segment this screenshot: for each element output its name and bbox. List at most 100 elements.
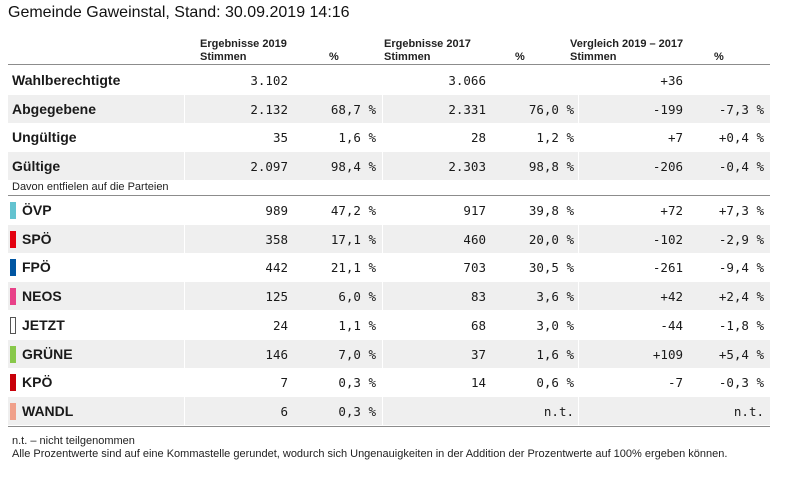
footnote-nt: n.t. – nicht teilgenommen xyxy=(12,435,135,447)
column-separator xyxy=(184,339,185,368)
column-separator xyxy=(578,94,579,123)
summary-row: Abgegebene 2.132 68,7 % 2.331 76,0 % -199 -7,3… xyxy=(8,94,770,123)
column-separator xyxy=(578,282,579,311)
votes-2017: 460 xyxy=(463,231,486,247)
votes-diff: +42 xyxy=(660,289,683,305)
votes-2017: 28 xyxy=(470,130,486,145)
header-divider xyxy=(8,64,770,65)
votes-2017: 2.303 xyxy=(448,158,486,174)
header-results-2019: Ergebnisse 2019 Stimmen xyxy=(200,38,287,64)
column-separator xyxy=(578,310,579,339)
pct-diff: -2,9 % xyxy=(718,231,764,247)
votes-2019: 2.097 xyxy=(250,158,288,174)
votes-2017: 37 xyxy=(470,346,486,362)
header-results-2017: Ergebnisse 2017 Stimmen xyxy=(384,38,471,64)
party-name: NEOS xyxy=(22,288,62,305)
pct-2017: 20,0 % xyxy=(528,231,574,247)
pct-2019: 6,0 % xyxy=(338,289,376,305)
pct-diff: +5,4 % xyxy=(718,346,764,362)
party-row: WANDL 6 0,3 % n.t. n.t. xyxy=(8,396,770,425)
pct-2017: 1,6 % xyxy=(536,346,574,362)
votes-2019: 358 xyxy=(265,231,288,247)
pct-2017: 0,6 % xyxy=(536,375,574,391)
pct-2017: 1,2 % xyxy=(536,130,574,145)
party-name: WANDL xyxy=(22,402,74,419)
column-separator xyxy=(578,66,579,94)
summary-row: Wahlberechtigte 3.102 3.066 +36 xyxy=(8,66,770,94)
header-results-2019-label: Ergebnisse 2019 xyxy=(200,38,287,50)
pct-2017: 98,8 % xyxy=(528,158,574,174)
votes-2017: 3.066 xyxy=(448,73,486,88)
pct-diff: +0,4 % xyxy=(718,130,764,145)
votes-diff: -206 xyxy=(652,158,683,174)
column-separator xyxy=(184,196,185,224)
column-separator xyxy=(382,368,383,397)
parties-caption: Davon entfielen auf die Parteien xyxy=(12,181,169,193)
votes-2019: 3.102 xyxy=(250,73,288,88)
votes-2017: 68 xyxy=(470,317,486,333)
votes-2017: 83 xyxy=(470,289,486,305)
votes-2017: 14 xyxy=(470,375,486,391)
pct-2019: 7,0 % xyxy=(338,346,376,362)
party-name: JETZT xyxy=(22,316,65,333)
column-separator xyxy=(578,196,579,224)
party-row: SPÖ 358 17,1 % 460 20,0 % -102 -2,9 % xyxy=(8,224,770,253)
votes-2017: 703 xyxy=(463,260,486,276)
column-separator xyxy=(578,368,579,397)
pct-diff: -0,4 % xyxy=(718,158,764,174)
column-separator xyxy=(382,94,383,123)
row-label: Gültige xyxy=(12,157,61,174)
pct-diff: -9,4 % xyxy=(718,260,764,276)
pct-2019: 1,1 % xyxy=(338,317,376,333)
column-separator xyxy=(382,282,383,311)
party-name: ÖVP xyxy=(22,202,52,218)
votes-2019: 6 xyxy=(280,403,288,419)
party-row: NEOS 125 6,0 % 83 3,6 % +42 +2,4 % xyxy=(8,282,770,311)
pct-2017: 3,6 % xyxy=(536,289,574,305)
row-label: Wahlberechtigte xyxy=(12,72,121,88)
column-separator xyxy=(578,123,579,151)
votes-2019: 125 xyxy=(265,289,288,305)
header-results-2017-pct: % xyxy=(515,51,525,63)
votes-diff: -199 xyxy=(652,101,683,117)
column-separator xyxy=(382,339,383,368)
column-separator xyxy=(382,151,383,180)
pct-2019: 47,2 % xyxy=(330,203,376,218)
pct-2017: 3,0 % xyxy=(536,317,574,333)
party-row: GRÜNE 146 7,0 % 37 1,6 % +109 +5,4 % xyxy=(8,339,770,368)
party-name: KPÖ xyxy=(22,374,53,391)
page-title: Gemeinde Gaweinstal, Stand: 30.09.2019 1… xyxy=(8,4,350,21)
header-results-2019-sub: Stimmen xyxy=(200,51,247,63)
party-color-swatch xyxy=(10,230,16,248)
row-label: Ungültige xyxy=(12,129,77,145)
votes-diff: +72 xyxy=(660,203,683,218)
votes-diff: -7 xyxy=(667,375,683,391)
summary-row: Ungültige 35 1,6 % 28 1,2 % +7 +0,4 % xyxy=(8,123,770,151)
column-separator xyxy=(184,224,185,253)
column-separator xyxy=(382,224,383,253)
pct-diff: +7,3 % xyxy=(718,203,764,218)
pct-2017: n.t. xyxy=(543,403,574,419)
party-row: FPÖ 442 21,1 % 703 30,5 % -261 -9,4 % xyxy=(8,253,770,282)
column-separator xyxy=(184,94,185,123)
column-separator xyxy=(184,66,185,94)
votes-diff: +36 xyxy=(660,73,683,88)
header-results-2019-pct: % xyxy=(329,51,339,63)
votes-2019: 146 xyxy=(265,346,288,362)
column-separator xyxy=(382,123,383,151)
party-name: SPÖ xyxy=(22,230,52,247)
votes-2019: 7 xyxy=(280,375,288,391)
table-bottom-divider xyxy=(8,426,770,427)
pct-2019: 0,3 % xyxy=(338,403,376,419)
pct-2019: 98,4 % xyxy=(330,158,376,174)
party-color-swatch xyxy=(10,259,16,277)
pct-2019: 68,7 % xyxy=(330,101,376,117)
column-separator xyxy=(184,151,185,180)
party-row: JETZT 24 1,1 % 68 3,0 % -44 -1,8 % xyxy=(8,310,770,339)
votes-2017: 2.331 xyxy=(448,101,486,117)
header-comparison-pct: % xyxy=(714,51,724,63)
header-comparison-label: Vergleich 2019 – 2017 xyxy=(570,38,684,50)
pct-diff: +2,4 % xyxy=(718,289,764,305)
votes-2019: 2.132 xyxy=(250,101,288,117)
column-separator xyxy=(184,310,185,339)
